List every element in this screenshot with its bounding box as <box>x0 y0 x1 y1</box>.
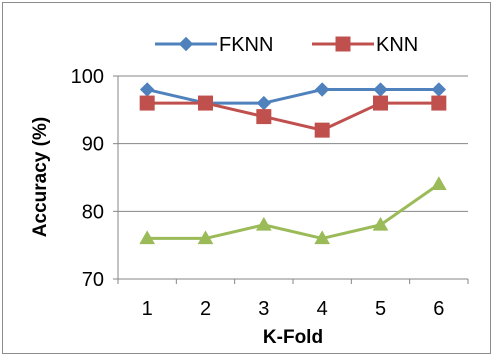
y-tick-label: 70 <box>82 269 104 291</box>
y-tick-label: 90 <box>82 134 104 156</box>
series-line-knn <box>147 101 439 132</box>
x-tick-label: 6 <box>433 298 444 320</box>
series-line-series-3 <box>147 183 440 240</box>
data-point <box>430 176 447 191</box>
x-tick-label: 4 <box>317 298 328 320</box>
data-point <box>256 95 272 111</box>
data-point <box>314 122 330 138</box>
legend-marker <box>178 36 194 52</box>
x-tick-label: 3 <box>258 298 269 320</box>
y-tick-label: 100 <box>71 66 104 88</box>
data-point <box>256 109 272 125</box>
data-point <box>431 82 447 97</box>
data-point <box>139 230 156 245</box>
x-tick-labels: 1 2 3 4 5 6 <box>117 279 469 320</box>
data-point <box>139 82 155 97</box>
data-point <box>372 216 389 231</box>
series-line-fknn <box>146 88 439 105</box>
gridlines <box>113 75 468 280</box>
y-tick-labels: 70 80 90 100 <box>71 66 104 291</box>
x-axis-title: K-Fold <box>263 327 323 348</box>
x-tick-label: 5 <box>375 298 386 320</box>
series-lines <box>146 88 440 240</box>
data-point <box>314 230 331 245</box>
data-point <box>197 230 214 245</box>
data-point <box>255 216 272 231</box>
series-markers <box>139 82 447 245</box>
data-point <box>373 95 388 111</box>
x-tick-label: 2 <box>200 298 211 320</box>
data-point <box>198 95 213 111</box>
data-point <box>314 82 330 97</box>
legend-label: KNN <box>376 34 418 56</box>
data-point <box>431 95 447 111</box>
legend-marker <box>335 36 351 52</box>
data-point <box>139 95 155 111</box>
legend: FKNN KNN <box>155 34 418 56</box>
chart-frame <box>2 2 491 354</box>
y-tick-label: 80 <box>82 201 104 223</box>
data-point <box>373 82 388 97</box>
y-axis-title: Accuracy (%) <box>30 117 51 237</box>
legend-label: FKNN <box>219 34 273 56</box>
axes <box>117 76 468 280</box>
x-tick-label: 1 <box>142 298 153 320</box>
